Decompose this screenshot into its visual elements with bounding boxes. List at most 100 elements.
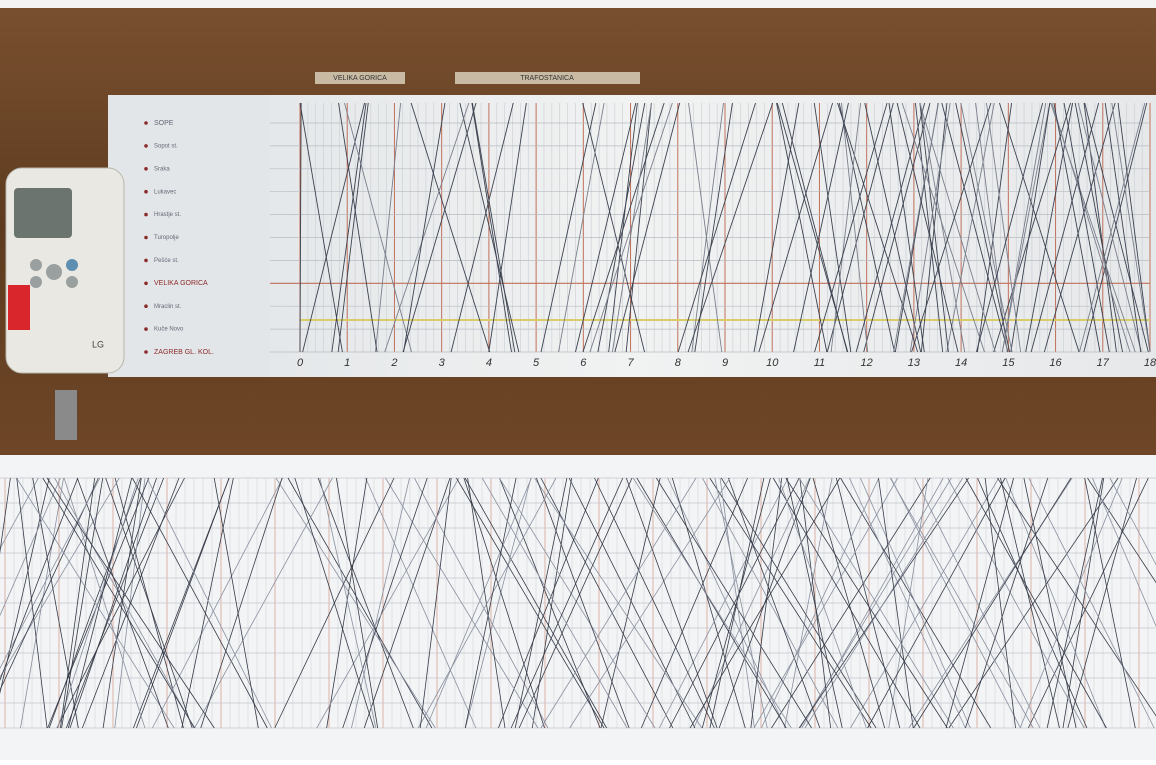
train-path <box>1023 477 1077 729</box>
train-path <box>946 102 995 353</box>
train-path <box>0 477 120 678</box>
train-path <box>363 477 451 729</box>
hour-label: 17 <box>1097 357 1110 369</box>
train-path <box>693 477 811 729</box>
lower-chart <box>0 455 1156 760</box>
train-path <box>294 477 375 729</box>
train-path <box>677 102 756 353</box>
hour-label: 3 <box>439 357 446 369</box>
train-path <box>456 477 605 729</box>
upper-chart <box>108 95 1156 377</box>
station-dot <box>144 350 148 354</box>
train-path <box>136 477 230 729</box>
train-path <box>798 477 954 729</box>
train-path <box>102 477 142 729</box>
train-path <box>0 477 99 691</box>
hour-label: 5 <box>533 357 540 369</box>
hour-label: 12 <box>861 357 873 369</box>
train-path <box>410 102 491 353</box>
train-path <box>61 477 104 729</box>
train-path <box>694 102 733 353</box>
train-path <box>1062 477 1105 729</box>
train-path <box>786 477 843 729</box>
train-path <box>1063 102 1110 353</box>
train-path <box>671 477 746 729</box>
train-path <box>1001 102 1047 353</box>
train-path <box>1117 102 1151 353</box>
train-path <box>42 477 196 729</box>
train-path <box>589 102 673 353</box>
train-path <box>625 477 718 729</box>
train-path <box>582 102 645 353</box>
train-path <box>384 102 470 353</box>
labels: SOPE Sopot st. Sraka Lukavec Hrastje st. Turo… <box>144 120 1156 369</box>
train-path <box>1050 102 1136 353</box>
station-label: Hrastje st. <box>154 212 181 218</box>
train-path <box>890 477 1021 729</box>
train-path <box>909 102 951 353</box>
train-path <box>993 102 1071 353</box>
train-path <box>911 102 992 353</box>
train-path <box>793 102 849 353</box>
train-path <box>799 477 832 729</box>
station-dot <box>144 258 148 263</box>
train-path <box>771 477 931 729</box>
train-path <box>0 477 11 555</box>
train-path <box>1104 102 1142 353</box>
train-path <box>1005 477 1106 729</box>
train-path <box>597 102 646 353</box>
hour-label: 14 <box>955 357 967 369</box>
train-path <box>889 477 1034 729</box>
train-path <box>860 477 971 729</box>
train-path <box>464 477 517 729</box>
train-path <box>338 102 378 353</box>
train-path <box>331 102 367 353</box>
train-path <box>611 102 652 353</box>
train-path <box>57 477 139 729</box>
hour-label: 6 <box>580 357 587 369</box>
train-path <box>719 477 755 729</box>
train-path <box>575 102 637 353</box>
train-path <box>498 477 599 729</box>
train-path <box>837 102 919 353</box>
train-path <box>720 477 877 729</box>
train-path <box>414 477 549 729</box>
train-path <box>781 102 848 353</box>
train-path <box>385 477 539 729</box>
train-path <box>450 102 514 353</box>
hour-label: 15 <box>1002 357 1015 369</box>
train-path <box>498 477 656 729</box>
train-path <box>582 102 665 353</box>
train-path <box>67 477 133 729</box>
station-dot <box>144 121 148 125</box>
train-path <box>997 477 1156 717</box>
train-path <box>344 102 412 353</box>
station-label: Kuče Novo <box>154 327 184 333</box>
station-label: Sopot st. <box>154 143 178 149</box>
train-path <box>960 102 1013 353</box>
hour-label: 0 <box>297 357 304 369</box>
station-dot <box>144 144 148 148</box>
train-path <box>16 477 48 729</box>
hour-label: 13 <box>908 357 921 369</box>
hour-label: 8 <box>675 357 682 369</box>
train-path <box>287 477 433 729</box>
train-path <box>275 477 436 729</box>
station-dot <box>144 235 148 240</box>
train-path <box>365 477 477 729</box>
station-label: ZAGREB GL. KOL. <box>154 349 214 356</box>
remote-brand: LG <box>92 339 104 349</box>
train-path <box>714 477 768 729</box>
hour-label: 16 <box>1049 357 1062 369</box>
train-path <box>914 102 944 353</box>
train-path <box>0 477 61 617</box>
train-path <box>114 477 146 729</box>
hour-label: 11 <box>814 357 825 369</box>
train-path <box>471 102 516 353</box>
train-path <box>1083 102 1117 353</box>
train-path <box>977 477 1088 729</box>
train-path <box>901 102 985 353</box>
train-path <box>594 477 715 729</box>
